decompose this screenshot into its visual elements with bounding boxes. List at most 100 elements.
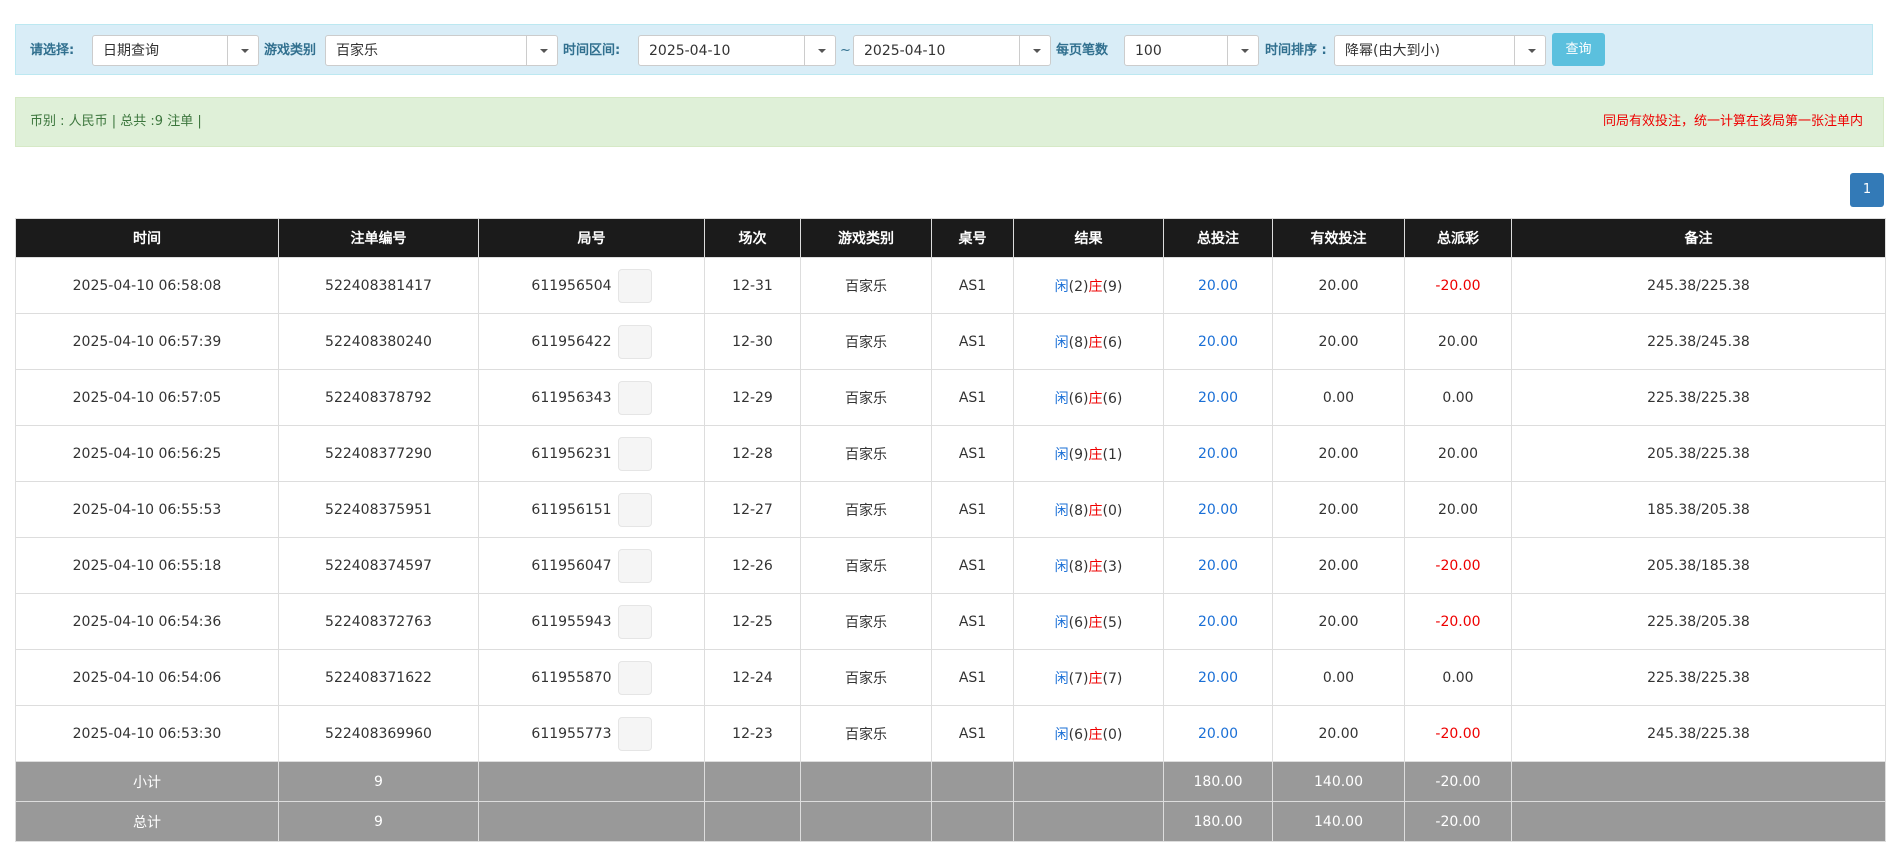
row: 2025-04-10 06:55:53 522408375951 611956151… — [15, 481, 1886, 538]
notice: 同局有效投注，统一计算在该局第一张注单内 — [1602, 114, 1863, 129]
label: 时间排序 : — [1265, 43, 1327, 58]
header-cell: 注单编号 — [278, 218, 479, 258]
cell: 2025-04-10 06:55:18 — [15, 537, 279, 594]
cell: 闲(8)庄(3) — [1013, 537, 1164, 594]
result-part: (8) — [1068, 502, 1089, 519]
date-to[interactable]: 2025-04-10 — [853, 35, 1051, 66]
cell: 9 — [278, 761, 479, 802]
cell — [704, 761, 801, 802]
cell: 9 — [278, 801, 479, 842]
result-part: (3) — [1102, 558, 1123, 575]
result-part: (6) — [1102, 334, 1123, 351]
cell: 小计 — [15, 761, 279, 802]
filter-bar: 请选择: 日期查询 游戏类别 百家乐 时间区间: 2025-04-10 ~ 20… — [15, 24, 1873, 75]
cell: 140.00 — [1272, 801, 1405, 842]
cell: -20.00 — [1404, 593, 1512, 650]
cell: 闲(6)庄(5) — [1013, 593, 1164, 650]
result-part: 闲 — [1054, 390, 1069, 407]
replay-icon[interactable] — [617, 604, 652, 639]
cell: 2025-04-10 06:53:30 — [15, 705, 279, 762]
row: 2025-04-10 06:58:08 522408381417 611956504… — [15, 257, 1886, 314]
result-part: 庄 — [1088, 446, 1103, 463]
cell: 611955943 — [478, 593, 705, 650]
cell: 0.00 — [1404, 649, 1512, 706]
cell: AS1 — [931, 537, 1014, 594]
cell: -20.00 — [1404, 761, 1512, 802]
cell: 12-27 — [704, 481, 801, 538]
cell — [1511, 761, 1886, 802]
select[interactable]: 降幂(由大到小) — [1334, 35, 1546, 66]
cell: 20.00 — [1163, 313, 1273, 370]
result-part: (8) — [1068, 334, 1089, 351]
cell: 522408381417 — [278, 257, 479, 314]
replay-icon[interactable] — [617, 548, 652, 583]
cell: -20.00 — [1404, 537, 1512, 594]
result-part: 闲 — [1054, 670, 1069, 687]
cell: 611956151 — [478, 481, 705, 538]
cell: 20.00 — [1163, 593, 1273, 650]
cell — [1013, 801, 1164, 842]
cell: 20.00 — [1163, 257, 1273, 314]
cell — [704, 801, 801, 842]
cell: 闲(6)庄(0) — [1013, 705, 1164, 762]
cell: 225.38/225.38 — [1511, 649, 1886, 706]
select[interactable]: 日期查询 — [92, 35, 259, 66]
replay-icon[interactable] — [617, 716, 652, 751]
cell — [1511, 801, 1886, 842]
cell: 180.00 — [1163, 761, 1273, 802]
header-cell: 备注 — [1511, 218, 1886, 258]
cell: 20.00 — [1272, 257, 1405, 314]
cell: 20.00 — [1163, 369, 1273, 426]
cell: 闲(2)庄(9) — [1013, 257, 1164, 314]
row: 2025-04-10 06:57:05 522408378792 611956343… — [15, 369, 1886, 426]
header-cell: 场次 — [704, 218, 801, 258]
result-part: (2) — [1068, 278, 1089, 295]
cell: 12-29 — [704, 369, 801, 426]
result-part: 庄 — [1088, 390, 1103, 407]
replay-icon[interactable] — [617, 324, 652, 359]
select[interactable]: 百家乐 — [325, 35, 558, 66]
result-part: 庄 — [1088, 670, 1103, 687]
cell — [478, 761, 705, 802]
cell — [931, 761, 1014, 802]
label: 请选择: — [30, 43, 75, 58]
cell: 522408372763 — [278, 593, 479, 650]
cell: 205.38/185.38 — [1511, 537, 1886, 594]
result-part: (6) — [1068, 390, 1089, 407]
cell: AS1 — [931, 705, 1014, 762]
cell: 闲(8)庄(0) — [1013, 481, 1164, 538]
cell: 12-30 — [704, 313, 801, 370]
cell: 20.00 — [1163, 705, 1273, 762]
label: 时间区间: — [563, 43, 621, 58]
replay-icon[interactable] — [617, 380, 652, 415]
cell: 20.00 — [1272, 593, 1405, 650]
page-button[interactable]: 1 — [1850, 173, 1884, 207]
cell: 2025-04-10 06:57:39 — [15, 313, 279, 370]
cell: -20.00 — [1404, 705, 1512, 762]
bet-table: 时间 注单编号 局号 场次 游戏类别 桌号 结果 总投注 有效投注 总派彩 备注 2025-04-1… — [15, 218, 1886, 842]
cell: 2025-04-10 06:56:25 — [15, 425, 279, 482]
replay-icon[interactable] — [617, 660, 652, 695]
game-no: 611955870 — [531, 669, 612, 686]
row: 2025-04-10 06:55:18 522408374597 611956047… — [15, 537, 1886, 594]
cell: 522408378792 — [278, 369, 479, 426]
cell: 20.00 — [1163, 425, 1273, 482]
date-from[interactable]: 2025-04-10 — [638, 35, 836, 66]
replay-icon[interactable] — [617, 436, 652, 471]
replay-icon[interactable] — [617, 268, 652, 303]
result-part: (8) — [1068, 558, 1089, 575]
cell — [931, 801, 1014, 842]
cell: 225.38/245.38 — [1511, 313, 1886, 370]
cell: 20.00 — [1163, 537, 1273, 594]
cell: 225.38/225.38 — [1511, 369, 1886, 426]
game-no: 611956343 — [531, 389, 612, 406]
row: 2025-04-10 06:57:39 522408380240 611956422… — [15, 313, 1886, 370]
cell: 2025-04-10 06:58:08 — [15, 257, 279, 314]
cell: 225.38/205.38 — [1511, 593, 1886, 650]
replay-icon[interactable] — [617, 492, 652, 527]
select[interactable]: 100 — [1124, 35, 1259, 66]
result-part: 闲 — [1054, 558, 1069, 575]
result-part: 闲 — [1054, 278, 1069, 295]
search-button[interactable]: 查询 — [1552, 33, 1605, 66]
cell: -20.00 — [1404, 801, 1512, 842]
